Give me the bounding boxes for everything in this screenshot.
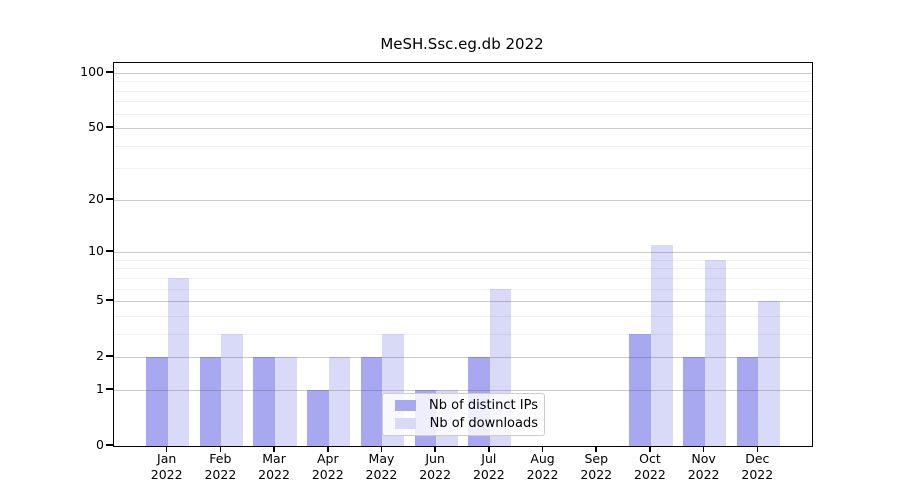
y-tick-mark-20 <box>106 198 113 200</box>
bar-may-distinct-ips <box>360 357 383 446</box>
gridline-8 <box>114 268 812 270</box>
bar-feb-distinct-ips <box>199 357 222 446</box>
gridline-70 <box>114 101 812 103</box>
x-tick-mark-jun <box>434 446 436 452</box>
x-tick-mark-jul <box>488 446 490 452</box>
bar-jan-downloads <box>167 277 190 446</box>
legend-item-distinct-ips: Nb of distinct IPs <box>389 398 538 413</box>
bar-mar-distinct-ips <box>253 357 276 446</box>
x-tick-label-jul: Jul 2022 <box>472 451 505 482</box>
gridline-3 <box>114 333 812 335</box>
x-tick-label-oct: Oct 2022 <box>634 451 666 482</box>
y-tick-label-20: 20 <box>88 190 104 206</box>
x-tick-label-apr: Apr 2022 <box>311 451 344 482</box>
x-tick-mark-jan <box>165 446 168 452</box>
y-tick-mark-50 <box>106 126 113 128</box>
x-tick-mark-apr <box>327 446 329 452</box>
gridline-20 <box>114 199 812 201</box>
x-tick-label-sep: Sep 2022 <box>580 451 613 482</box>
y-tick-mark-0 <box>106 444 113 446</box>
legend-label-downloads: Nb of downloads <box>429 416 538 431</box>
y-tick-mark-100 <box>106 71 113 73</box>
x-tick-label-jun: Jun 2022 <box>419 451 452 482</box>
bar-dec-downloads <box>758 301 780 446</box>
bar-nov-distinct-ips <box>683 357 705 446</box>
bar-feb-downloads <box>221 333 243 446</box>
y-tick-label-10: 10 <box>88 243 104 259</box>
gridline-80 <box>114 90 812 92</box>
legend-item-downloads: Nb of downloads <box>389 416 538 431</box>
y-tick-mark-2 <box>106 355 113 357</box>
gridline-7 <box>114 277 812 279</box>
bar-oct-distinct-ips <box>629 333 651 446</box>
y-tick-label-1: 1 <box>96 380 104 396</box>
x-tick-mark-may <box>380 446 383 452</box>
bar-nov-downloads <box>704 259 727 446</box>
gridline-90 <box>114 81 812 83</box>
x-tick-label-nov: Nov 2022 <box>687 451 720 482</box>
bar-oct-downloads <box>650 245 673 446</box>
gridline-4 <box>114 315 812 317</box>
x-tick-mark-sep <box>595 446 597 452</box>
bar-dec-distinct-ips <box>736 357 759 446</box>
y-tick-mark-10 <box>106 250 113 252</box>
gridline-2 <box>114 357 812 359</box>
gridline-100 <box>114 72 812 74</box>
x-tick-label-dec: Dec 2022 <box>741 451 774 482</box>
gridline-60 <box>114 113 812 115</box>
gridline-5 <box>114 301 812 303</box>
bar-apr-downloads <box>328 357 351 446</box>
x-tick-label-feb: Feb 2022 <box>204 451 237 482</box>
x-tick-label-jan: Jan 2022 <box>150 451 183 482</box>
gridline-6 <box>114 288 812 290</box>
downloads-swatch-icon <box>395 418 416 429</box>
gridline-1 <box>114 389 812 391</box>
x-tick-mark-aug <box>541 446 544 452</box>
chart-title: MeSH.Ssc.eg.db 2022 <box>380 35 544 53</box>
x-tick-mark-mar <box>273 446 275 452</box>
gridline-9 <box>114 259 812 261</box>
distinct-ips-swatch-icon <box>395 400 416 411</box>
x-tick-mark-dec <box>756 446 759 452</box>
y-tick-label-50: 50 <box>88 119 104 135</box>
legend-label-distinct-ips: Nb of distinct IPs <box>429 398 538 413</box>
x-tick-mark-oct <box>649 446 651 452</box>
gridline-10 <box>114 252 812 254</box>
x-tick-mark-nov <box>702 446 705 452</box>
plot-area: Nb of distinct IPs Nb of downloads <box>113 62 813 447</box>
y-tick-label-2: 2 <box>96 348 104 364</box>
x-tick-label-mar: Mar 2022 <box>258 451 290 482</box>
x-tick-mark-feb <box>219 446 222 452</box>
y-tick-mark-1 <box>106 388 113 390</box>
legend-box: Nb of distinct IPs Nb of downloads <box>382 393 545 436</box>
bar-mar-downloads <box>275 357 297 446</box>
y-tick-label-5: 5 <box>96 292 104 308</box>
gridline-50 <box>114 128 812 130</box>
gridline-30 <box>114 168 812 170</box>
y-tick-mark-5 <box>106 299 113 301</box>
gridline-40 <box>114 145 812 147</box>
x-tick-label-aug: Aug 2022 <box>526 451 559 482</box>
bar-apr-distinct-ips <box>307 389 329 446</box>
y-tick-label-0: 0 <box>96 437 104 452</box>
y-tick-label-100: 100 <box>80 63 104 79</box>
bar-jan-distinct-ips <box>146 357 168 446</box>
x-tick-label-may: May 2022 <box>365 451 398 482</box>
